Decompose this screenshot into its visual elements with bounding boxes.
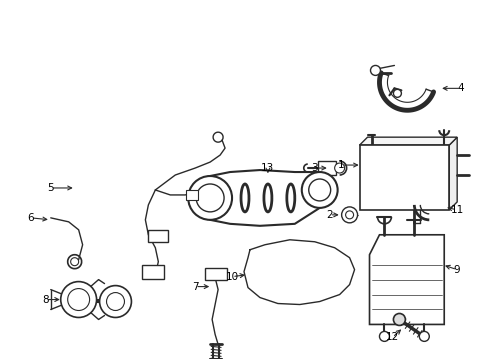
Text: 8: 8 xyxy=(42,294,49,305)
Circle shape xyxy=(100,285,131,318)
Circle shape xyxy=(419,332,428,341)
Text: 10: 10 xyxy=(225,272,238,282)
Bar xyxy=(142,265,164,279)
Circle shape xyxy=(334,163,344,173)
Circle shape xyxy=(393,314,405,325)
Polygon shape xyxy=(448,137,456,210)
Text: 12: 12 xyxy=(385,332,398,342)
Bar xyxy=(186,190,198,200)
Polygon shape xyxy=(359,137,456,145)
Circle shape xyxy=(393,89,401,97)
Text: 2: 2 xyxy=(325,210,332,220)
Circle shape xyxy=(308,179,330,201)
Circle shape xyxy=(379,332,388,341)
Circle shape xyxy=(106,293,124,310)
Bar xyxy=(205,268,226,280)
Text: 1: 1 xyxy=(338,160,344,170)
Text: 6: 6 xyxy=(27,213,34,223)
Bar xyxy=(148,230,168,242)
Text: 9: 9 xyxy=(453,265,460,275)
Circle shape xyxy=(341,207,357,223)
Text: 5: 5 xyxy=(47,183,54,193)
Text: 4: 4 xyxy=(457,84,464,93)
Bar xyxy=(317,161,335,175)
Circle shape xyxy=(301,172,337,208)
Circle shape xyxy=(370,66,380,75)
Circle shape xyxy=(67,289,89,310)
Circle shape xyxy=(188,176,232,220)
Text: 3: 3 xyxy=(311,163,317,173)
Text: 13: 13 xyxy=(261,163,274,173)
Circle shape xyxy=(345,211,353,219)
Circle shape xyxy=(61,282,96,318)
Circle shape xyxy=(107,296,115,303)
Circle shape xyxy=(196,184,224,212)
Text: 7: 7 xyxy=(191,282,198,292)
Bar xyxy=(359,145,448,210)
Text: 11: 11 xyxy=(449,205,463,215)
